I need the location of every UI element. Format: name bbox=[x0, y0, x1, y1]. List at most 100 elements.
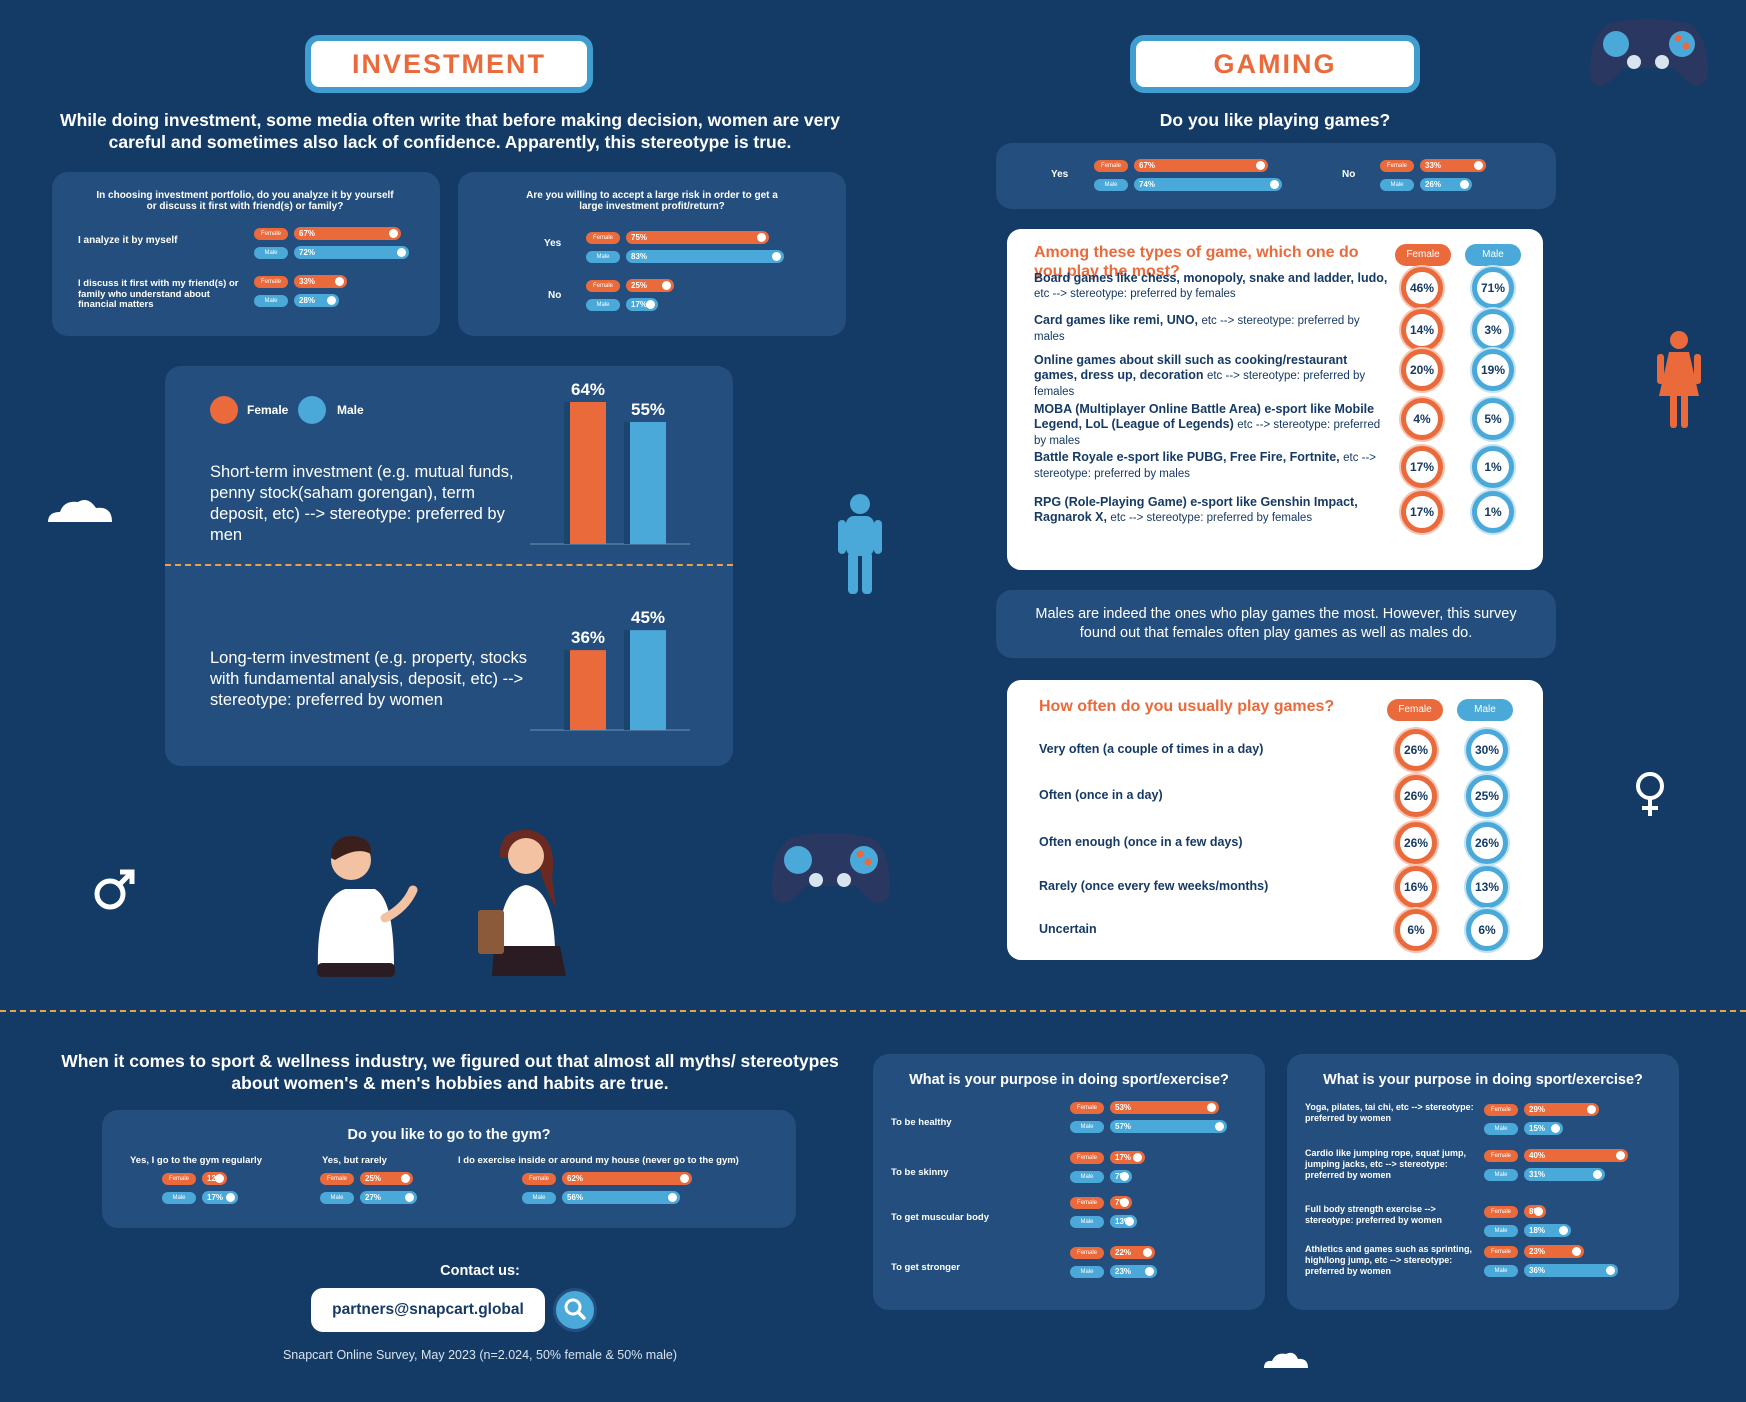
like-yes-label: Yes bbox=[1051, 169, 1069, 180]
bar-value: 25% bbox=[365, 1174, 382, 1183]
analyze-row-label: I discuss it first with my friend(s) or … bbox=[78, 278, 239, 310]
male-tag: Male bbox=[1070, 1266, 1104, 1278]
section-divider bbox=[0, 1010, 1746, 1012]
section-divider bbox=[165, 564, 733, 566]
game-type-name: Online games about skill such as cooking… bbox=[1034, 353, 1348, 382]
male-tag: Male bbox=[1484, 1265, 1518, 1277]
purpose-title: What is your purpose in doing sport/exer… bbox=[909, 1072, 1229, 1088]
search-button[interactable] bbox=[553, 1288, 597, 1332]
bar-value: 26% bbox=[1425, 180, 1442, 189]
bar-value: 23% bbox=[1115, 1267, 1132, 1276]
contact-email[interactable]: partners@snapcart.global bbox=[311, 1288, 545, 1332]
female-tag: Female bbox=[254, 276, 288, 288]
bar-knob bbox=[1143, 1248, 1153, 1257]
bar-knob bbox=[215, 1174, 225, 1183]
female-percent-ring: 17% bbox=[1401, 446, 1443, 488]
male-tag: Male bbox=[162, 1192, 196, 1204]
purpose-label: To be skinny bbox=[891, 1167, 949, 1178]
frequency-label: Often enough (once in a few days) bbox=[1039, 835, 1243, 849]
bar-value: 67% bbox=[299, 229, 316, 238]
bar-shadow bbox=[624, 421, 630, 544]
bar-knob bbox=[225, 1193, 235, 1202]
game-type-name: RPG (Role-Playing Game) e-sport like Gen… bbox=[1034, 495, 1358, 524]
legend-female-dot bbox=[210, 396, 238, 424]
game-type-name: Battle Royale e-sport like PUBG, Free Fi… bbox=[1034, 450, 1344, 464]
female-bar: 25% bbox=[626, 279, 674, 292]
game-type-label: MOBA (Multiplayer Online Battle Area) e-… bbox=[1034, 402, 1389, 449]
female-tag: Female bbox=[1484, 1150, 1518, 1162]
frequency-title: How often do you usually play games? bbox=[1039, 698, 1335, 715]
male-tag: Male bbox=[1484, 1225, 1518, 1237]
bar-knob bbox=[397, 248, 407, 257]
female-tag: Female bbox=[1070, 1197, 1104, 1209]
bar-knob bbox=[1616, 1151, 1625, 1160]
bar-value: 83% bbox=[631, 252, 648, 261]
investment-title: INVESTMENT bbox=[305, 35, 593, 93]
gaming-question: Do you like playing games? bbox=[1159, 110, 1391, 130]
female-bar: 7% bbox=[1110, 1196, 1132, 1209]
female-tag: Female bbox=[1094, 160, 1128, 172]
bar-knob bbox=[1534, 1207, 1543, 1216]
frequency-label: Very often (a couple of times in a day) bbox=[1039, 742, 1264, 756]
gym-option-label: Yes, but rarely bbox=[322, 1155, 387, 1166]
bar-knob bbox=[1132, 1153, 1142, 1162]
male-percent-ring: 6% bbox=[1466, 909, 1508, 951]
male-tag: Male bbox=[1380, 179, 1414, 191]
bar-value: 67% bbox=[1139, 161, 1156, 170]
gym-option-label: I do exercise inside or around my house … bbox=[458, 1155, 739, 1166]
male-tag: Male bbox=[1070, 1121, 1104, 1133]
male-tag: Male bbox=[1070, 1171, 1104, 1183]
male-bar: 83% bbox=[626, 250, 784, 263]
risk-row-label: No bbox=[548, 290, 562, 301]
bar-value: 56% bbox=[567, 1193, 584, 1202]
investment-analyze-panel: In choosing investment portfolio, do you… bbox=[52, 172, 440, 336]
male-percent-ring: 3% bbox=[1472, 309, 1514, 351]
bar-value: 17% bbox=[207, 1193, 224, 1202]
male-tag: Male bbox=[522, 1192, 556, 1204]
sport-intro: When it comes to sport & wellness indust… bbox=[61, 1051, 839, 1093]
male-tag: Male bbox=[586, 251, 620, 263]
bar-knob bbox=[1551, 1124, 1560, 1133]
female-tag: Female bbox=[1484, 1104, 1518, 1116]
female-bar: 25% bbox=[360, 1172, 413, 1185]
sport-type-label: Yoga, pilates, tai chi, etc --> stereoty… bbox=[1305, 1102, 1474, 1123]
like-no-label: No bbox=[1342, 169, 1356, 180]
bar-value: 29% bbox=[1529, 1105, 1546, 1114]
bar-knob bbox=[771, 252, 781, 261]
bar-knob bbox=[1145, 1267, 1155, 1276]
female-percent-ring: 20% bbox=[1401, 349, 1443, 391]
woman-illustration bbox=[478, 829, 566, 976]
bar-knob bbox=[1214, 1122, 1224, 1131]
female-percent-ring: 46% bbox=[1401, 267, 1443, 309]
long-term-label: Long-term investment (e.g. property, sto… bbox=[210, 649, 527, 709]
bar-knob bbox=[334, 277, 344, 286]
male-percent-ring: 5% bbox=[1472, 398, 1514, 440]
bar-knob bbox=[756, 233, 766, 242]
bar-data-label: 45% bbox=[631, 608, 665, 627]
purpose-label: To get stronger bbox=[891, 1262, 960, 1273]
male-percent-ring: 71% bbox=[1472, 267, 1514, 309]
gym-option-label: Yes, I go to the gym regularly bbox=[130, 1155, 262, 1166]
bar-knob bbox=[1460, 180, 1469, 189]
game-types-panel: Among these types of game, which one do … bbox=[1007, 229, 1543, 570]
bar-knob bbox=[1474, 161, 1483, 170]
game-type-label: RPG (Role-Playing Game) e-sport like Gen… bbox=[1034, 495, 1389, 526]
bar-data-label: 64% bbox=[571, 380, 605, 399]
female-symbol-icon bbox=[1636, 772, 1664, 816]
gaming-note-panel: Males are indeed the ones who play games… bbox=[996, 590, 1556, 658]
bar-value: 17% bbox=[1115, 1153, 1132, 1162]
bar-value: 17% bbox=[631, 300, 648, 309]
male-symbol-icon bbox=[94, 869, 135, 910]
female-bar: 53% bbox=[1110, 1101, 1219, 1114]
bar-knob bbox=[1605, 1266, 1615, 1275]
female-header-tag: Female bbox=[1395, 244, 1451, 266]
risk-row-label: Yes bbox=[544, 238, 562, 249]
male-tag: Male bbox=[1094, 179, 1128, 191]
sport-type-label: Athletics and games such as sprinting, h… bbox=[1305, 1244, 1473, 1276]
female-bar: 33% bbox=[1420, 159, 1486, 172]
bar-knob bbox=[1587, 1105, 1597, 1114]
male-bar: 27% bbox=[360, 1191, 417, 1204]
bar-knob bbox=[1592, 1170, 1602, 1179]
male-percent-ring: 13% bbox=[1466, 866, 1508, 908]
bar-value: 40% bbox=[1529, 1151, 1546, 1160]
